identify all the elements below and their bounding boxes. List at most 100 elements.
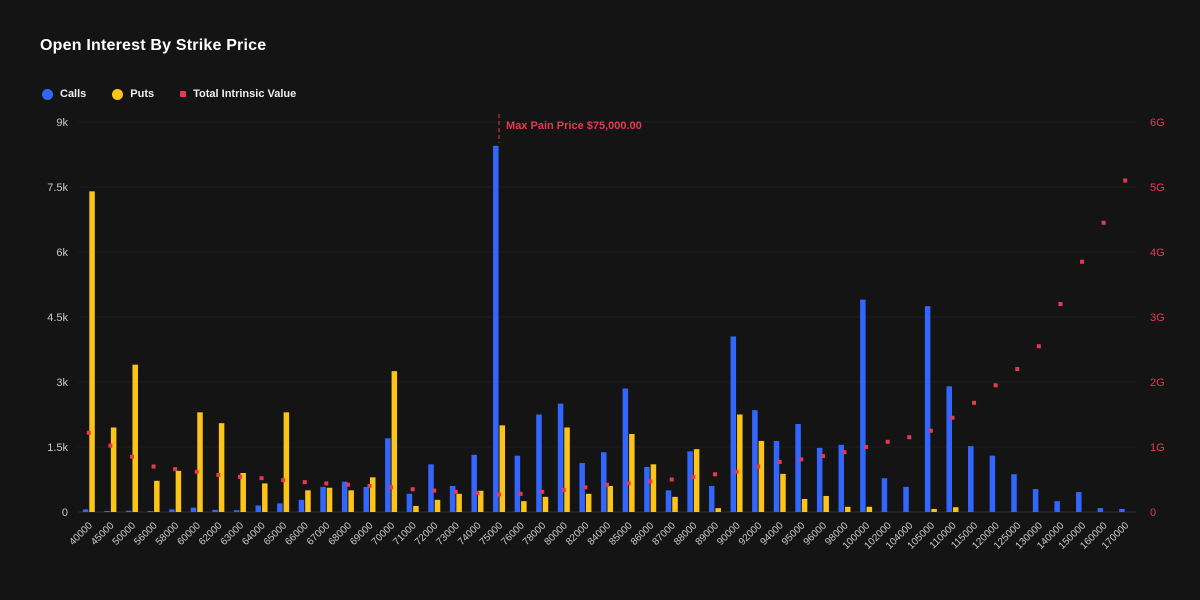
puts-bar-105000: [931, 508, 937, 512]
legend-swatch-square: [180, 91, 187, 97]
y-axis-tick: 9k: [56, 117, 68, 129]
intrinsic-dot-60000: [194, 469, 199, 474]
intrinsic-dot-58000: [173, 467, 178, 472]
x-axis-tick-64000: 64000: [240, 520, 268, 548]
x-axis-tick-92000: 92000: [737, 520, 765, 548]
calls-bar-95000: [795, 424, 801, 512]
intrinsic-dot-45000: [108, 443, 113, 448]
calls-bar-110000: [946, 386, 952, 512]
puts-bar-67000: [326, 487, 333, 512]
legend-item-puts[interactable]: Puts: [112, 88, 154, 100]
intrinsic-dot-63000: [237, 474, 242, 479]
puts-bar-62000: [218, 423, 225, 512]
x-axis-tick-60000: 60000: [175, 520, 203, 548]
x-axis-tick-78000: 78000: [521, 520, 549, 548]
intrinsic-dot-150000: [1080, 259, 1085, 264]
calls-bar-94000: [773, 440, 780, 512]
calls-bar-63000: [233, 510, 240, 512]
puts-bar-87000: [672, 496, 678, 512]
x-axis-tick-71000: 71000: [391, 520, 419, 548]
intrinsic-dot-78000: [540, 489, 545, 494]
puts-bar-60000: [197, 412, 203, 512]
calls-bar-105000: [924, 306, 931, 512]
puts-bar-50000: [132, 364, 138, 512]
puts-bar-110000: [952, 507, 959, 512]
puts-bar-86000: [650, 464, 657, 512]
intrinsic-dot-64000: [259, 476, 264, 481]
calls-bar-140000: [1054, 501, 1060, 512]
legend-item-total-intrinsic-value[interactable]: Total Intrinsic Value: [180, 88, 296, 100]
intrinsic-dot-160000: [1101, 220, 1106, 225]
x-axis-tick-87000: 87000: [650, 520, 678, 548]
intrinsic-dot-71000: [410, 487, 415, 492]
x-axis-tick-68000: 68000: [327, 520, 355, 548]
y-axis-tick: 4.5k: [47, 312, 68, 324]
calls-bar-98000: [838, 444, 845, 512]
intrinsic-dot-92000: [756, 464, 761, 469]
puts-bar-45000: [110, 427, 117, 512]
calls-bar-80000: [557, 403, 564, 512]
intrinsic-dot-105000: [928, 428, 933, 433]
calls-bar-170000: [1119, 508, 1125, 512]
y2-axis-tick: 0: [1150, 507, 1156, 519]
intrinsic-dot-50000: [129, 454, 134, 459]
x-axis-tick-85000: 85000: [607, 520, 635, 548]
intrinsic-dot-75000: [497, 492, 502, 497]
calls-bar-150000: [1076, 492, 1082, 512]
y2-axis-tick: 5G: [1150, 182, 1165, 194]
intrinsic-dot-69000: [367, 484, 372, 488]
calls-bar-88000: [687, 451, 693, 512]
calls-bar-73000: [449, 486, 456, 512]
intrinsic-dot-100000: [864, 445, 869, 449]
intrinsic-dot-88000: [691, 474, 696, 479]
calls-bar-70000: [385, 438, 391, 512]
legend-swatch-circle: [42, 88, 53, 100]
intrinsic-dot-65000: [281, 478, 286, 483]
calls-bar-160000: [1097, 508, 1104, 512]
puts-bar-71000: [413, 505, 419, 512]
intrinsic-dot-67000: [324, 481, 329, 486]
calls-bar-65000: [277, 503, 283, 512]
intrinsic-dot-170000: [1123, 178, 1128, 183]
intrinsic-dot-84000: [605, 482, 609, 487]
puts-bar-70000: [391, 371, 398, 512]
puts-bar-95000: [801, 499, 808, 512]
x-axis-tick-70000: 70000: [370, 520, 398, 548]
x-axis-tick-73000: 73000: [435, 520, 463, 548]
x-axis-tick-50000: 50000: [111, 520, 139, 548]
puts-bar-96000: [823, 495, 829, 512]
puts-bar-68000: [348, 490, 354, 512]
intrinsic-dot-95000: [799, 457, 804, 462]
legend-item-calls[interactable]: Calls: [42, 88, 86, 100]
intrinsic-dot-125000: [1015, 367, 1020, 371]
chart-title: Open Interest By Strike Price: [40, 37, 267, 54]
puts-bar-75000: [499, 425, 506, 512]
calls-bar-115000: [968, 446, 974, 512]
y2-axis-tick: 3G: [1150, 312, 1165, 324]
intrinsic-dot-85000: [626, 481, 631, 486]
puts-bar-58000: [175, 470, 182, 512]
x-axis-tick-62000: 62000: [197, 520, 225, 548]
intrinsic-dot-96000: [820, 454, 825, 459]
x-axis-tick-94000: 94000: [758, 520, 786, 548]
x-axis-tick-69000: 69000: [348, 520, 376, 548]
y-axis-tick: 6k: [56, 247, 68, 259]
calls-bar-50000: [125, 510, 132, 512]
intrinsic-dot-40000: [86, 430, 91, 435]
calls-bar-76000: [514, 455, 521, 512]
calls-bar-66000: [298, 499, 305, 512]
y-axis-tick: 7.5k: [47, 182, 68, 194]
y2-axis-tick: 4G: [1150, 247, 1165, 259]
calls-bar-125000: [1011, 474, 1017, 512]
calls-bar-60000: [190, 507, 197, 512]
x-axis-tick-45000: 45000: [89, 520, 117, 548]
puts-bar-98000: [845, 506, 851, 512]
intrinsic-dot-120000: [993, 383, 998, 388]
x-axis-tick-82000: 82000: [564, 520, 592, 548]
calls-bar-87000: [665, 490, 672, 512]
calls-bar-72000: [428, 464, 434, 512]
intrinsic-dot-115000: [972, 400, 977, 405]
x-axis-tick-40000: 40000: [67, 520, 95, 548]
legend-label: Calls: [60, 88, 87, 100]
puts-bar-64000: [262, 483, 268, 512]
